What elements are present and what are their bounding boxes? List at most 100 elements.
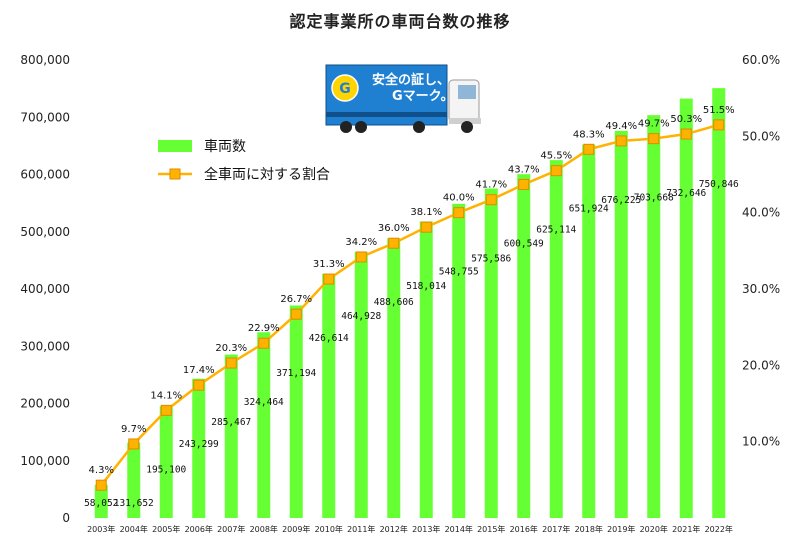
bar-value-label: 732,646 (666, 188, 706, 199)
y2-tick-label: 40.0% (742, 206, 780, 220)
line-value-label: 17.4% (183, 365, 215, 376)
line-point (713, 119, 725, 131)
y-tick-label: 700,000 (20, 110, 70, 124)
x-axis: 2003年 2004年 2005年 2006年 2007年 2008年 2009年 2010年… (87, 524, 733, 534)
bar-value-label: 285,467 (211, 417, 251, 428)
bar-value-label: 518,014 (406, 281, 446, 292)
truck-slogan-line1: 安全の証し、 (372, 72, 450, 88)
legend-bar-label: 車両数 (204, 138, 246, 155)
line-point (648, 133, 660, 145)
bar-value-label: 575,586 (471, 254, 511, 265)
bar (159, 406, 173, 518)
bar-value-label: 750,846 (699, 179, 739, 190)
bar-value-label: 58,052 (84, 498, 118, 509)
x-tick-label: 2020年 (640, 524, 668, 534)
line-value-label: 40.0% (443, 193, 475, 204)
line-point (680, 128, 692, 140)
bar (387, 238, 401, 518)
line-value-label: 49.4% (605, 121, 637, 132)
bar-value-label: 548,755 (439, 267, 479, 278)
x-tick-label: 2007年 (217, 524, 245, 534)
line-value-label: 36.0% (378, 223, 410, 234)
line-point (485, 194, 497, 206)
x-tick-label: 2011年 (347, 524, 375, 534)
line-point (290, 308, 302, 320)
bar-series (94, 88, 726, 519)
x-tick-label: 2012年 (380, 524, 408, 534)
x-tick-label: 2009年 (282, 524, 310, 534)
y-tick-label: 400,000 (20, 282, 70, 296)
line-value-label: 50.3% (670, 114, 702, 125)
bar-value-label: 371,194 (276, 368, 316, 379)
line-point (225, 357, 237, 369)
x-tick-label: 2021年 (672, 524, 700, 534)
bar (647, 115, 661, 518)
y-axis-right: 10.0% 20.0% 30.0% 40.0% 50.0% 60.0% (742, 53, 780, 449)
legend: 車両数 全車両に対する割合 (158, 138, 330, 183)
line-point (95, 479, 107, 491)
line-value-label: 9.7% (121, 424, 146, 435)
line-value-label: 14.1% (150, 390, 182, 401)
line-point (355, 251, 367, 263)
line-value-label: 48.3% (573, 129, 605, 140)
y-tick-label: 200,000 (20, 397, 70, 411)
y2-tick-label: 30.0% (742, 282, 780, 296)
y2-tick-label: 10.0% (742, 435, 780, 449)
bar-value-label: 651,924 (569, 203, 609, 214)
g-mark-icon (331, 74, 359, 102)
bar-value-label: 195,100 (146, 464, 186, 475)
x-tick-label: 2014年 (445, 524, 473, 534)
bar (484, 188, 498, 518)
bar-value-label: 464,928 (341, 311, 381, 322)
line-point (193, 379, 205, 391)
y-tick-label: 800,000 (20, 53, 70, 67)
line-point (453, 207, 465, 219)
bar-value-label: 625,114 (536, 225, 576, 236)
g-mark-letter: G (339, 81, 351, 97)
line-value-label: 22.9% (248, 323, 280, 334)
bar (419, 221, 433, 518)
y-tick-label: 500,000 (20, 225, 70, 239)
y2-tick-label: 20.0% (742, 358, 780, 372)
bar-value-label: 600,549 (504, 238, 544, 249)
x-tick-label: 2018年 (575, 524, 603, 534)
bar (224, 354, 238, 518)
truck-wheel (355, 121, 367, 133)
line-point (518, 178, 530, 190)
x-tick-label: 2015年 (477, 524, 505, 534)
bar (582, 144, 596, 519)
y2-tick-label: 60.0% (742, 53, 780, 67)
legend-bar-swatch (158, 140, 192, 152)
bar (94, 484, 108, 518)
x-tick-label: 2005年 (152, 524, 180, 534)
line-value-label: 26.7% (280, 294, 312, 305)
bar-value-label: 131,652 (114, 498, 154, 509)
bar-value-label: 324,464 (244, 397, 284, 408)
line-value-label: 45.5% (540, 151, 572, 162)
line-point (615, 135, 627, 147)
line-point (258, 337, 270, 349)
line-point (128, 438, 140, 450)
x-tick-label: 2004年 (120, 524, 148, 534)
line-value-labels: 4.3% 9.7% 14.1% 17.4%20.3%22.9% 26.7% 31.3%34… (89, 105, 735, 476)
x-tick-label: 2017年 (542, 524, 570, 534)
legend-line-marker (169, 168, 181, 180)
truck-bumper (449, 118, 481, 124)
x-tick-label: 2022年 (705, 524, 733, 534)
line-value-label: 41.7% (475, 180, 507, 191)
truck-window (458, 85, 476, 99)
bar (549, 160, 563, 518)
bar (192, 378, 206, 518)
bar-value-label: 703,668 (634, 193, 674, 204)
line-point (550, 165, 562, 177)
bar (452, 203, 466, 518)
bar (712, 88, 726, 519)
truck-image: G 安全の証し、 Gマーク。 (325, 64, 481, 133)
line-value-label: 43.7% (508, 164, 540, 175)
truck-wheel (461, 121, 473, 133)
bar-value-label: 676,225 (601, 195, 641, 206)
bar (679, 98, 693, 518)
line-point (583, 143, 595, 155)
bar-value-label: 426,614 (309, 333, 349, 344)
bar (517, 174, 531, 518)
